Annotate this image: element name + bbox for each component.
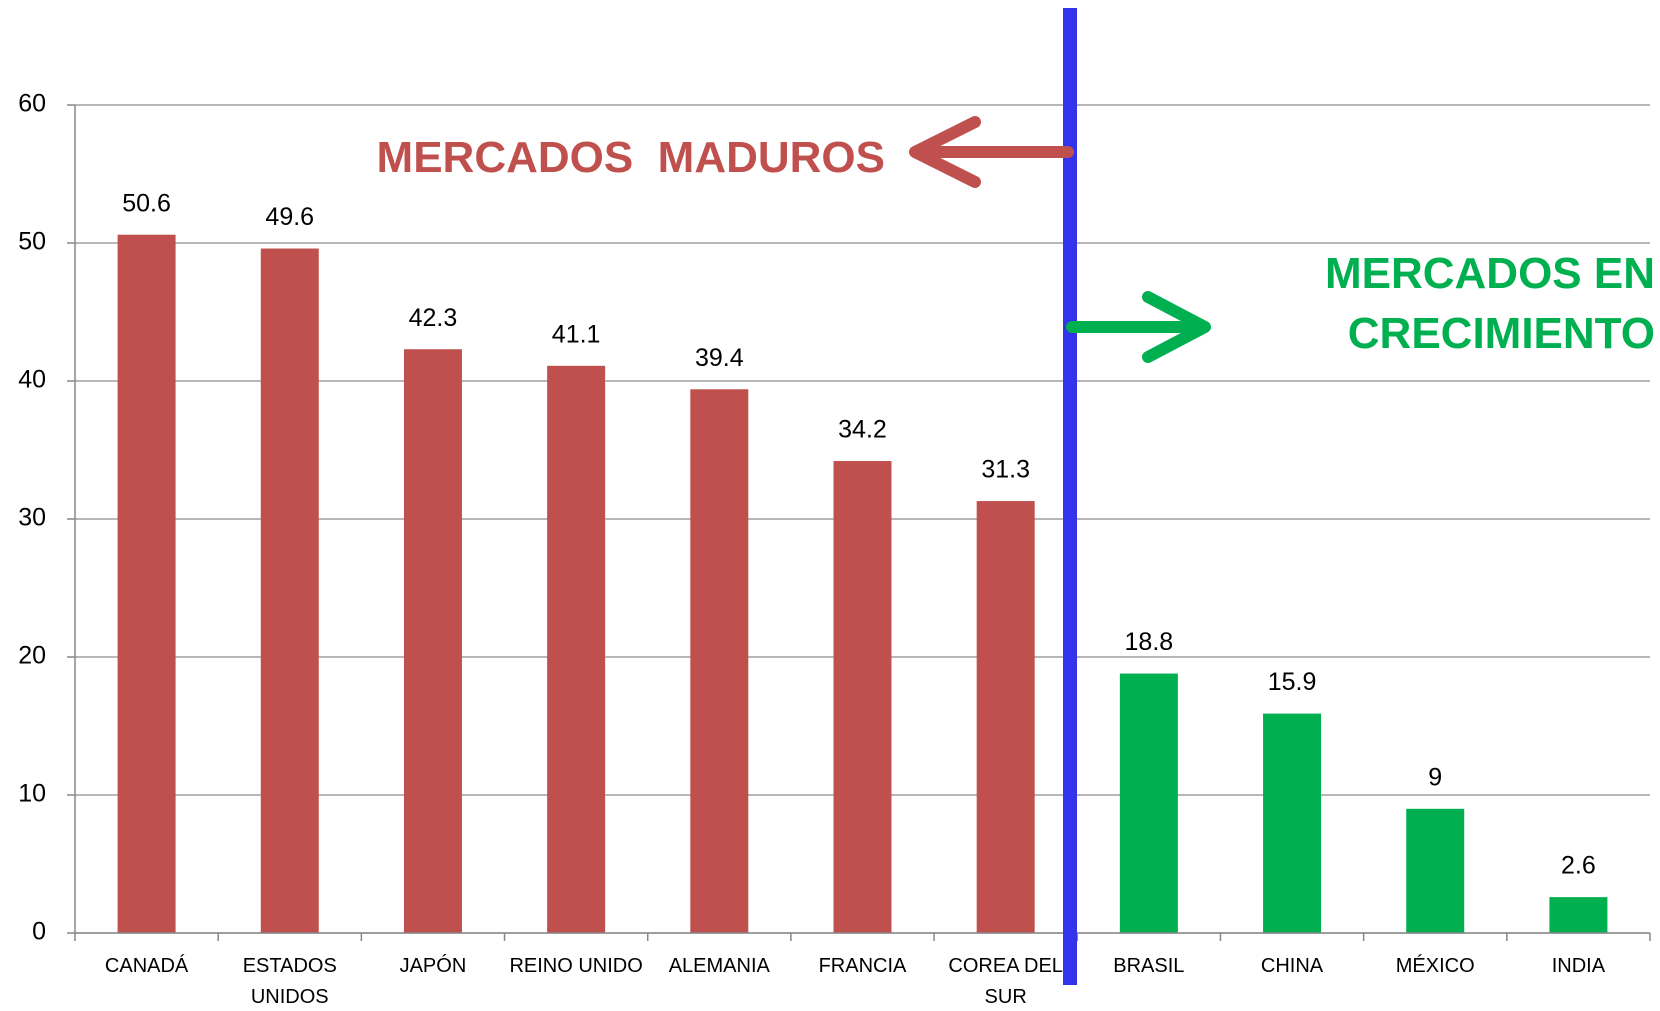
bar xyxy=(690,389,749,933)
bar xyxy=(1549,897,1608,933)
x-tick-label-box: CANADÁ xyxy=(104,955,189,977)
y-tick-label: 10 xyxy=(18,780,46,808)
y-tick-label: 0 xyxy=(32,918,46,946)
annotation: MERCADOS EN CRECIMIENTO xyxy=(1324,249,1655,358)
x-tick-label: BRASIL xyxy=(1113,955,1185,977)
x-tick-label-box: MÉXICO xyxy=(1395,955,1475,977)
bar xyxy=(547,365,606,933)
x-tick-label-box: COREA DEL SUR xyxy=(948,955,1063,1008)
y-tick-label: 60 xyxy=(18,90,46,118)
value-label: 18.8 xyxy=(1125,628,1174,656)
x-tick-label: MÉXICO xyxy=(1395,955,1475,977)
bar xyxy=(976,501,1035,933)
x-tick-label: ALEMANIA xyxy=(668,955,770,977)
value-label: 9 xyxy=(1428,763,1442,791)
value-label: 49.6 xyxy=(265,203,314,231)
value-label: 42.3 xyxy=(409,304,458,332)
value-label: 41.1 xyxy=(552,320,601,348)
y-tick-label: 30 xyxy=(18,504,46,532)
bar xyxy=(1119,673,1178,933)
y-tick-label: 50 xyxy=(18,228,46,256)
x-tick-label-box: FRANCIA xyxy=(818,955,907,977)
bar xyxy=(403,349,462,933)
x-tick-label-box: REINO UNIDO xyxy=(509,955,643,977)
x-tick-label-box: BRASIL xyxy=(1113,955,1185,977)
y-tick-label: 20 xyxy=(18,642,46,670)
x-tick-label-box: ESTADOS UNIDOS xyxy=(242,955,337,1008)
value-label: 2.6 xyxy=(1561,852,1596,880)
green-arrow xyxy=(1066,291,1211,363)
marks xyxy=(117,234,1608,934)
value-label: 34.2 xyxy=(838,416,887,444)
x-tick-label: CANADÁ xyxy=(104,955,189,977)
x-tick-label: FRANCIA xyxy=(818,955,907,977)
x-tick-label-box: JAPÓN xyxy=(399,955,467,977)
annotation-box: MERCADOS MADUROS xyxy=(376,133,885,182)
x-tick-label: CHINA xyxy=(1260,955,1324,977)
value-label: 50.6 xyxy=(122,189,171,217)
x-tick-label: JAPÓN xyxy=(399,955,467,977)
value-label: 15.9 xyxy=(1268,668,1317,696)
x-tick-label-box: CHINA xyxy=(1260,955,1324,977)
red-arrow xyxy=(909,116,1074,188)
x-tick-label: INDIA xyxy=(1551,955,1606,977)
value-label: 31.3 xyxy=(981,456,1030,484)
x-tick-label-box: INDIA xyxy=(1551,955,1606,977)
x-tick-label: REINO UNIDO xyxy=(509,955,643,977)
bar xyxy=(1406,808,1465,933)
bar xyxy=(117,234,176,934)
y-tick-label: 40 xyxy=(18,366,46,394)
value-label: 39.4 xyxy=(695,344,744,372)
annotation-box: MERCADOS EN CRECIMIENTO xyxy=(1324,249,1655,358)
x-tick-label: COREA DEL SUR xyxy=(948,955,1063,1008)
bar xyxy=(1263,713,1322,933)
x-tick-label: ESTADOS UNIDOS xyxy=(242,955,337,1008)
annotation: MERCADOS MADUROS xyxy=(376,133,885,182)
x-tick-label-box: ALEMANIA xyxy=(668,955,770,977)
bar xyxy=(833,461,892,933)
bar xyxy=(260,248,319,933)
